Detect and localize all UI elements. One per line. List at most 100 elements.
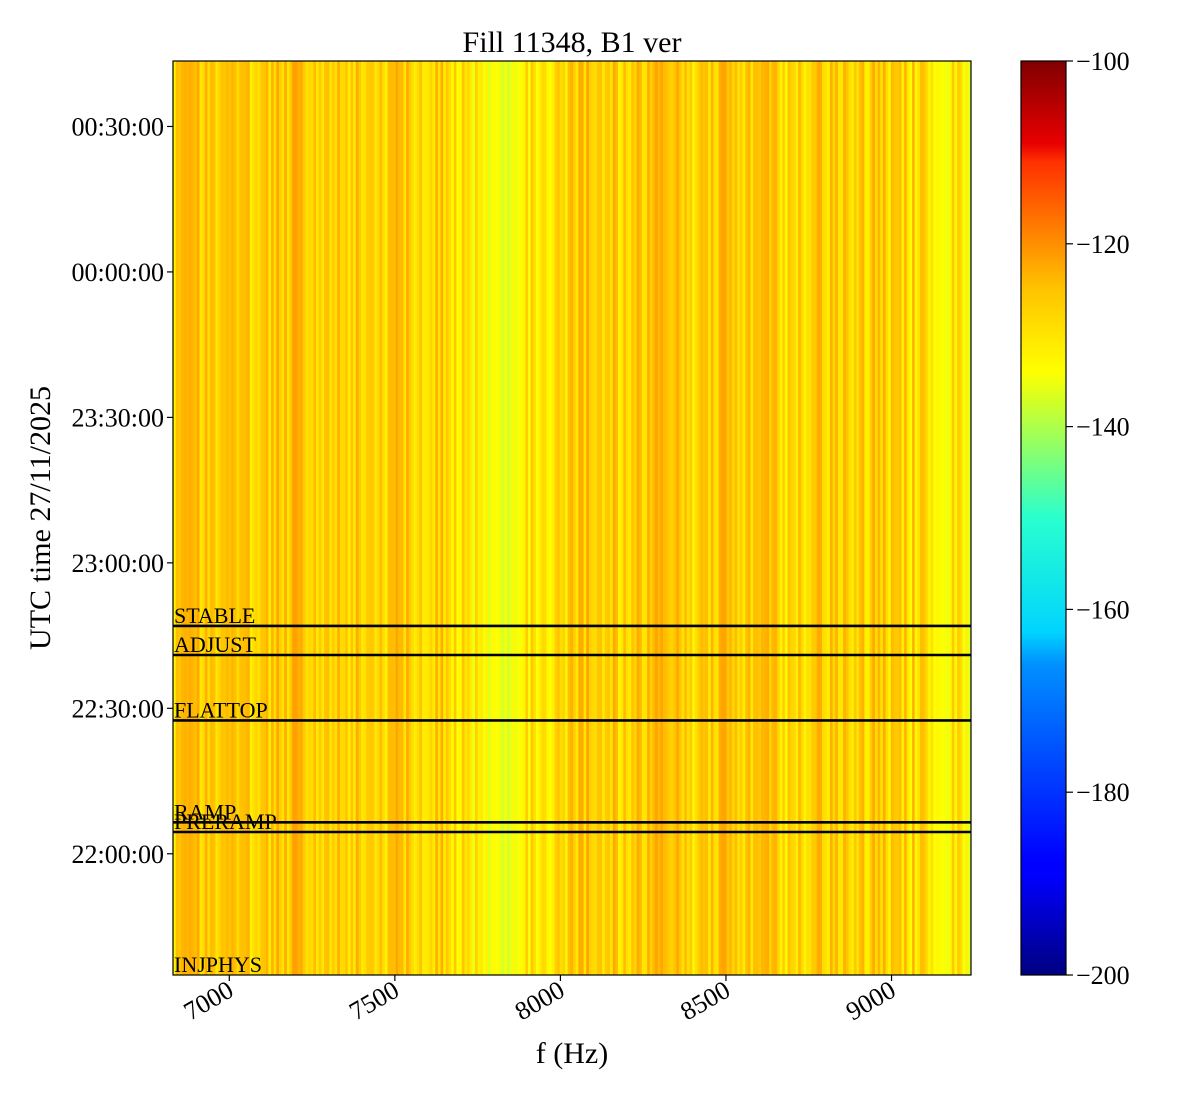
heatmap-cells	[173, 61, 971, 975]
x-tick-label: 7000	[179, 975, 239, 1026]
x-axis: 7000 7500 8000 8500 9000	[179, 975, 901, 1026]
heatmap-cell	[620, 61, 624, 975]
heatmap-cell	[239, 61, 243, 975]
heatmap-cell	[271, 61, 275, 975]
heatmap-cell	[927, 61, 931, 975]
heatmap-cell	[302, 61, 306, 975]
heatmap-cell	[223, 61, 227, 975]
heatmap-cell	[935, 61, 939, 975]
heatmap-cell	[808, 61, 812, 975]
heatmap-cell	[247, 61, 251, 975]
heatmap-cell	[731, 61, 735, 975]
heatmap-cell	[570, 61, 574, 975]
heatmap-cell	[339, 61, 343, 975]
heatmap-cell	[241, 61, 245, 975]
heatmap-cell	[464, 61, 468, 975]
heatmap-cell	[898, 61, 902, 975]
heatmap-cell	[822, 61, 826, 975]
heatmap-cell	[366, 61, 370, 975]
heatmap-cell	[673, 61, 677, 975]
heatmap-cell	[811, 61, 815, 975]
heatmap-cell	[599, 61, 603, 975]
heatmap-cell	[374, 61, 378, 975]
heatmap-cell	[546, 61, 550, 975]
heatmap-cell	[403, 61, 407, 975]
heatmap-cell	[859, 61, 863, 975]
heatmap-cell	[920, 61, 924, 975]
heatmap-cell	[925, 61, 929, 975]
heatmap-cell	[631, 61, 635, 975]
colorbar-axis: −100 −120 −140 −160 −180 −200	[1066, 47, 1130, 990]
heatmap-cell	[482, 61, 486, 975]
heatmap-cell	[933, 61, 937, 975]
heatmap-cell	[580, 61, 584, 975]
heatmap-cell	[917, 61, 921, 975]
heatmap-cell	[565, 61, 569, 975]
heatmap-cell	[414, 61, 418, 975]
heatmap-cell	[930, 61, 934, 975]
heatmap-cell	[406, 61, 410, 975]
heatmap-cell	[779, 61, 783, 975]
heatmap-cell	[480, 61, 484, 975]
heatmap-cell	[305, 61, 309, 975]
heatmap-cell	[872, 61, 876, 975]
heatmap-cell	[829, 61, 833, 975]
plot-frame	[172, 60, 972, 976]
heatmap-cell	[440, 61, 444, 975]
heatmap-cell	[496, 61, 500, 975]
colorbar-tick-label: −100	[1076, 47, 1130, 76]
y-axis: 22:00:00 22:30:00 23:00:00 23:30:00 00:00:00…	[72, 112, 173, 869]
heatmap-cell	[633, 61, 637, 975]
heatmap-cell	[342, 61, 346, 975]
heatmap-cell	[331, 61, 335, 975]
heatmap-cell	[297, 61, 301, 975]
heatmap-cell	[207, 61, 211, 975]
heatmap-cell	[705, 61, 709, 975]
heatmap-cell	[676, 61, 680, 975]
heatmap-cell	[607, 61, 611, 975]
heatmap-cell	[567, 61, 571, 975]
heatmap-cell	[244, 61, 248, 975]
phase-label-flattop: FLATTOP	[174, 697, 268, 722]
colorbar-tick-label: −160	[1076, 595, 1130, 624]
heatmap-cell	[191, 61, 195, 975]
heatmap-cell	[776, 61, 781, 975]
heatmap-cell	[326, 61, 330, 975]
heatmap-cell	[509, 61, 513, 975]
heatmap-cell	[798, 61, 802, 975]
y-tick-label: 00:30:00	[72, 112, 164, 141]
y-tick-label: 23:00:00	[72, 549, 164, 578]
heatmap-cell	[647, 61, 651, 975]
heatmap-cell	[257, 61, 261, 975]
heatmap-cell	[678, 61, 682, 975]
heatmap-cell	[225, 61, 230, 975]
heatmap-cell	[236, 61, 240, 975]
heatmap-cell	[800, 61, 804, 975]
heatmap-cell	[424, 61, 428, 975]
heatmap-cell	[474, 61, 479, 975]
heatmap-cell	[949, 61, 953, 975]
heatmap-cell	[527, 61, 532, 975]
heatmap-cell	[623, 61, 627, 975]
heatmap-cell	[882, 61, 886, 975]
heatmap-cell	[451, 61, 455, 975]
heatmap-cell	[334, 61, 338, 975]
heatmap-cell	[448, 61, 452, 975]
heatmap-cell	[199, 61, 203, 975]
heatmap-cell	[358, 61, 362, 975]
heatmap-cell	[869, 61, 873, 975]
heatmap-cell	[183, 61, 187, 975]
heatmap-cell	[562, 61, 566, 975]
heatmap-cell	[763, 61, 767, 975]
heatmap-cell	[289, 61, 293, 975]
y-tick-label: 22:30:00	[72, 694, 164, 723]
heatmap-cell	[445, 61, 449, 975]
heatmap-cell	[965, 61, 969, 975]
heatmap-cell	[249, 61, 253, 975]
heatmap-cell	[231, 61, 235, 975]
heatmap-cell	[533, 61, 537, 975]
heatmap-cell	[260, 61, 264, 975]
heatmap-cell	[941, 61, 945, 975]
